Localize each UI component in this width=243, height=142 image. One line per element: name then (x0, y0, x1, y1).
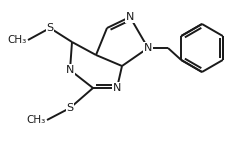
Text: N: N (144, 43, 152, 53)
Text: CH₃: CH₃ (27, 115, 46, 125)
Text: CH₃: CH₃ (8, 35, 27, 45)
Text: S: S (66, 103, 74, 113)
Text: N: N (66, 65, 74, 75)
Text: S: S (46, 23, 53, 33)
Text: N: N (126, 12, 134, 22)
Text: N: N (113, 83, 121, 93)
